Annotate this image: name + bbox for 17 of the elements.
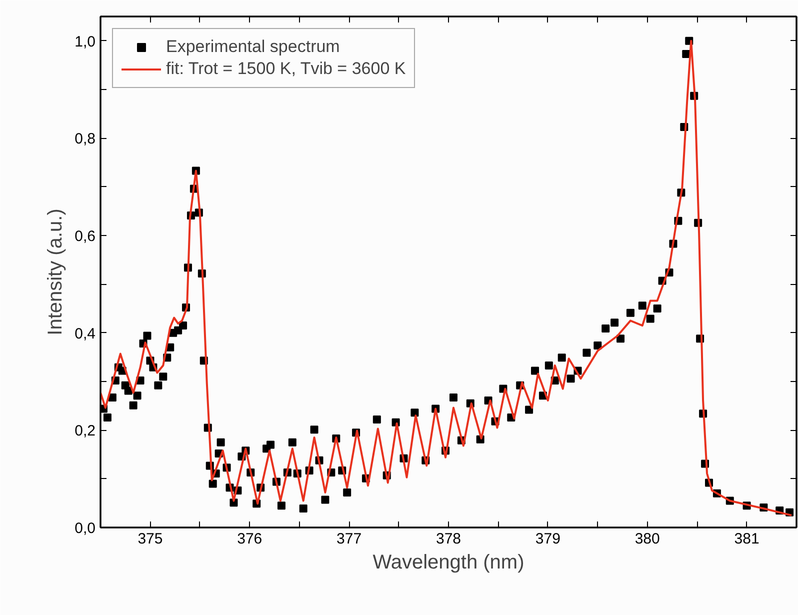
legend-label: Experimental spectrum <box>166 37 340 57</box>
x-tick-label: 379 <box>535 530 560 548</box>
y-tick-label: 1,0 <box>74 33 96 50</box>
y-tick-label: 0,2 <box>74 422 96 440</box>
y-axis-title: Intensity (a.u.) <box>44 208 67 336</box>
y-tick-label: 0,0 <box>74 520 96 537</box>
x-tick-label: 378 <box>436 530 462 548</box>
y-tick-label: 0,8 <box>74 130 96 148</box>
x-axis-title: Wavelength (nm) <box>372 552 524 574</box>
x-tick-label: 380 <box>634 530 660 548</box>
x-tick-label: 377 <box>336 530 362 548</box>
x-tick-label: 376 <box>237 530 262 548</box>
y-tick-label: 0,4 <box>74 325 96 342</box>
y-tick-label: 0,6 <box>74 228 96 245</box>
x-tick-label: 375 <box>138 530 163 548</box>
legend-label: fit: Trot = 1500 K, Tvib = 3600 K <box>166 59 406 79</box>
x-tick-label: 381 <box>734 530 760 548</box>
